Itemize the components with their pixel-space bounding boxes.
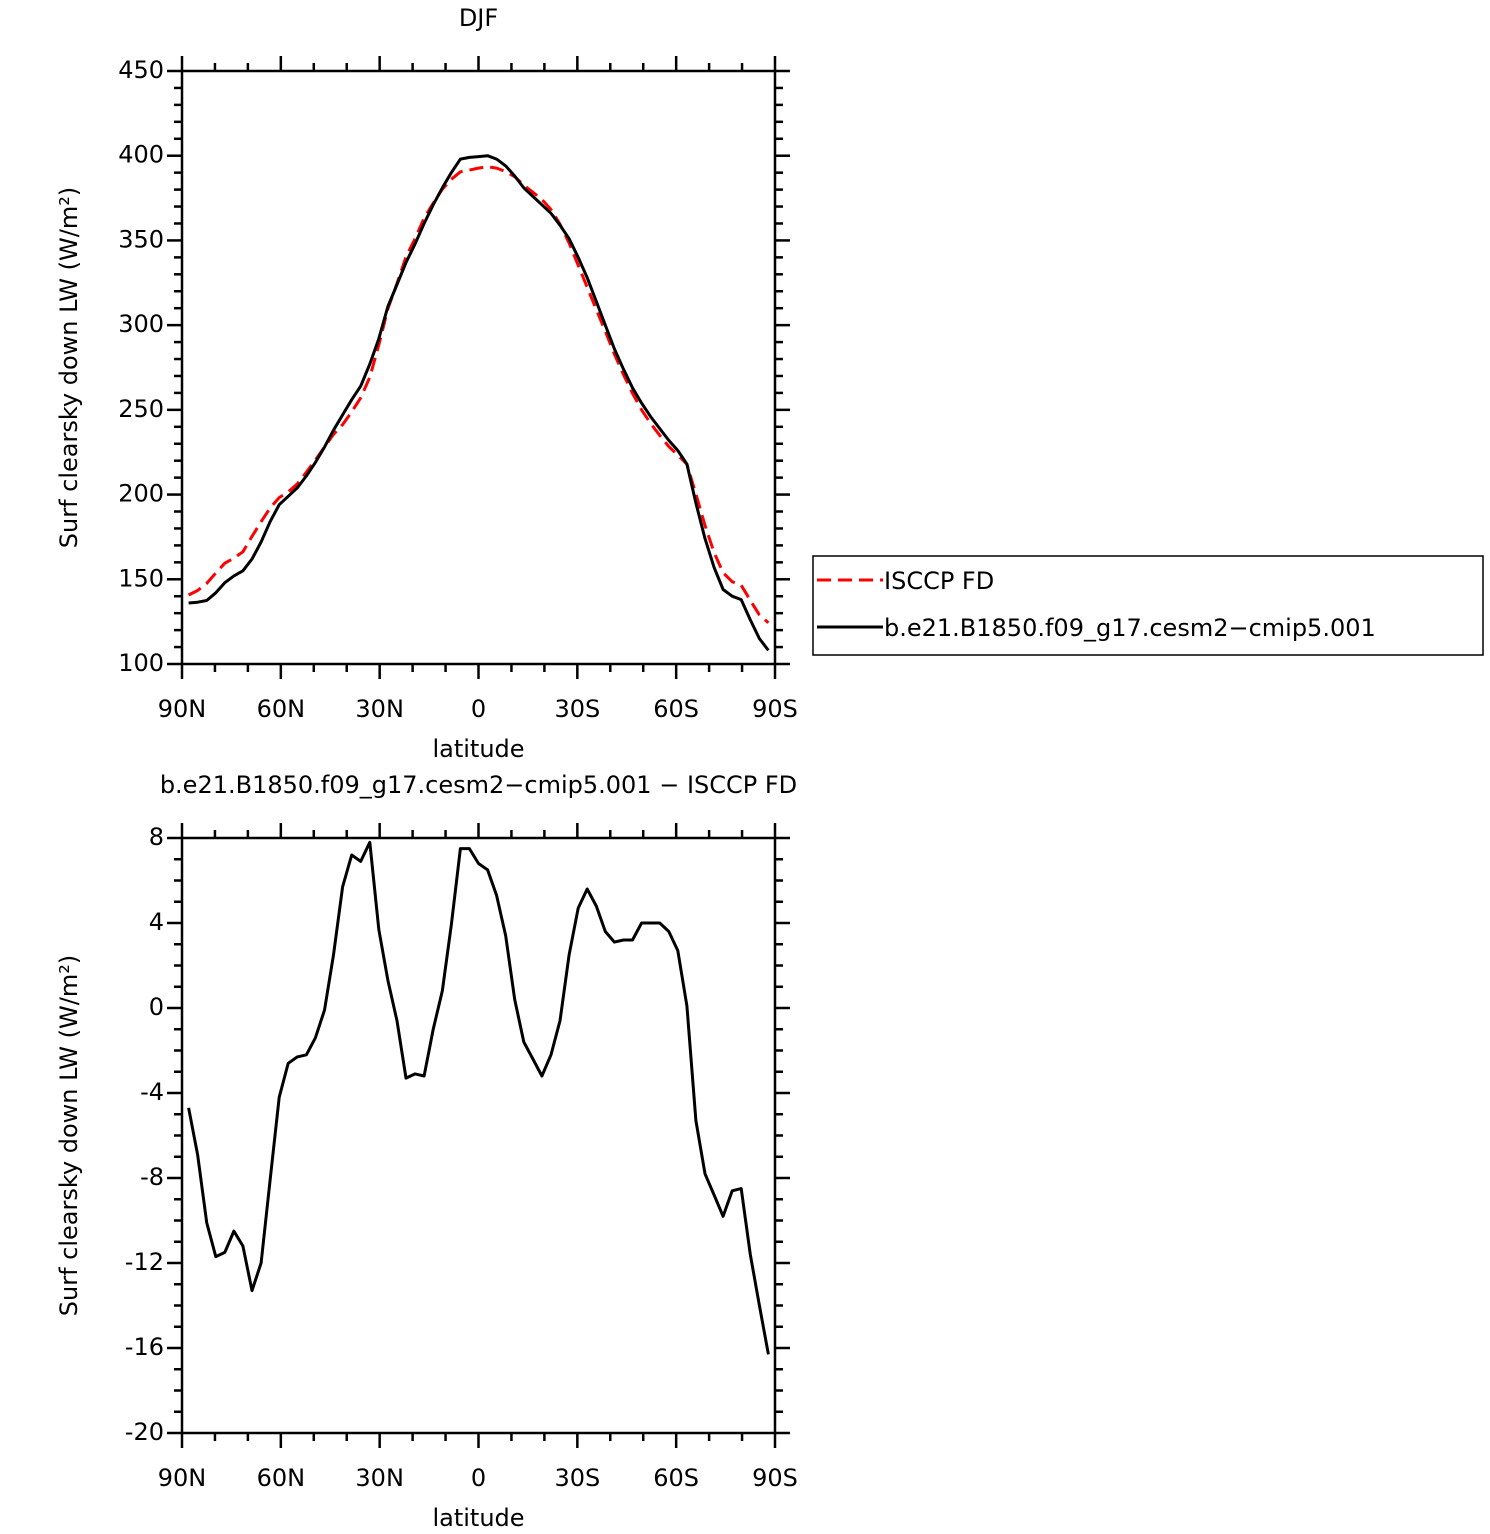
- x-tick-label: 0: [471, 1464, 486, 1492]
- x-tick-label: 90S: [752, 695, 798, 723]
- y-tick-label: 250: [118, 395, 164, 423]
- y-tick-label: 0: [149, 993, 164, 1021]
- y-tick-label: -16: [125, 1333, 164, 1361]
- y-tick-label: 8: [149, 823, 164, 851]
- y-axis-label: Surf clearsky down LW (W/m²): [55, 955, 83, 1316]
- plot-frame: [180, 69, 777, 666]
- x-tick-label: 30N: [355, 1464, 404, 1492]
- y-tick-label: 150: [118, 564, 164, 592]
- legend-label: ISCCP FD: [884, 567, 994, 595]
- data-line: [187, 165, 770, 624]
- x-tick-label: 60S: [653, 1464, 699, 1492]
- y-tick-label: 350: [118, 225, 164, 253]
- x-tick-label: 30S: [554, 695, 600, 723]
- y-tick-label: -20: [125, 1418, 164, 1446]
- y-tick-label: 300: [118, 310, 164, 338]
- plot-frame: [180, 836, 777, 1435]
- x-axis-label: latitude: [432, 1504, 524, 1532]
- x-tick-label: 60N: [257, 1464, 306, 1492]
- x-tick-label: 90N: [158, 1464, 207, 1492]
- y-tick-label: 400: [118, 141, 164, 169]
- y-tick-label: 450: [118, 56, 164, 84]
- x-tick-label: 90N: [158, 695, 207, 723]
- data-line: [188, 154, 770, 652]
- x-tick-label: 90S: [752, 1464, 798, 1492]
- y-tick-label: -4: [140, 1078, 164, 1106]
- data-line: [187, 840, 770, 1355]
- y-tick-label: 100: [118, 649, 164, 677]
- x-tick-label: 30N: [355, 695, 404, 723]
- y-tick-label: 200: [118, 480, 164, 508]
- y-axis-label: Surf clearsky down LW (W/m²): [55, 187, 83, 548]
- chart-title: b.e21.B1850.f09_g17.cesm2−cmip5.001 − IS…: [160, 771, 797, 799]
- legend-label: b.e21.B1850.f09_g17.cesm2−cmip5.001: [884, 614, 1376, 642]
- x-tick-label: 60N: [257, 695, 306, 723]
- y-tick-label: 4: [149, 908, 164, 936]
- chart-title: DJF: [459, 4, 498, 32]
- y-tick-label: -12: [125, 1248, 164, 1276]
- legend-box: [812, 555, 1484, 656]
- x-axis-label: latitude: [432, 735, 524, 763]
- x-tick-label: 0: [471, 695, 486, 723]
- x-tick-label: 60S: [653, 695, 699, 723]
- x-tick-label: 30S: [554, 1464, 600, 1492]
- y-tick-label: -8: [140, 1163, 164, 1191]
